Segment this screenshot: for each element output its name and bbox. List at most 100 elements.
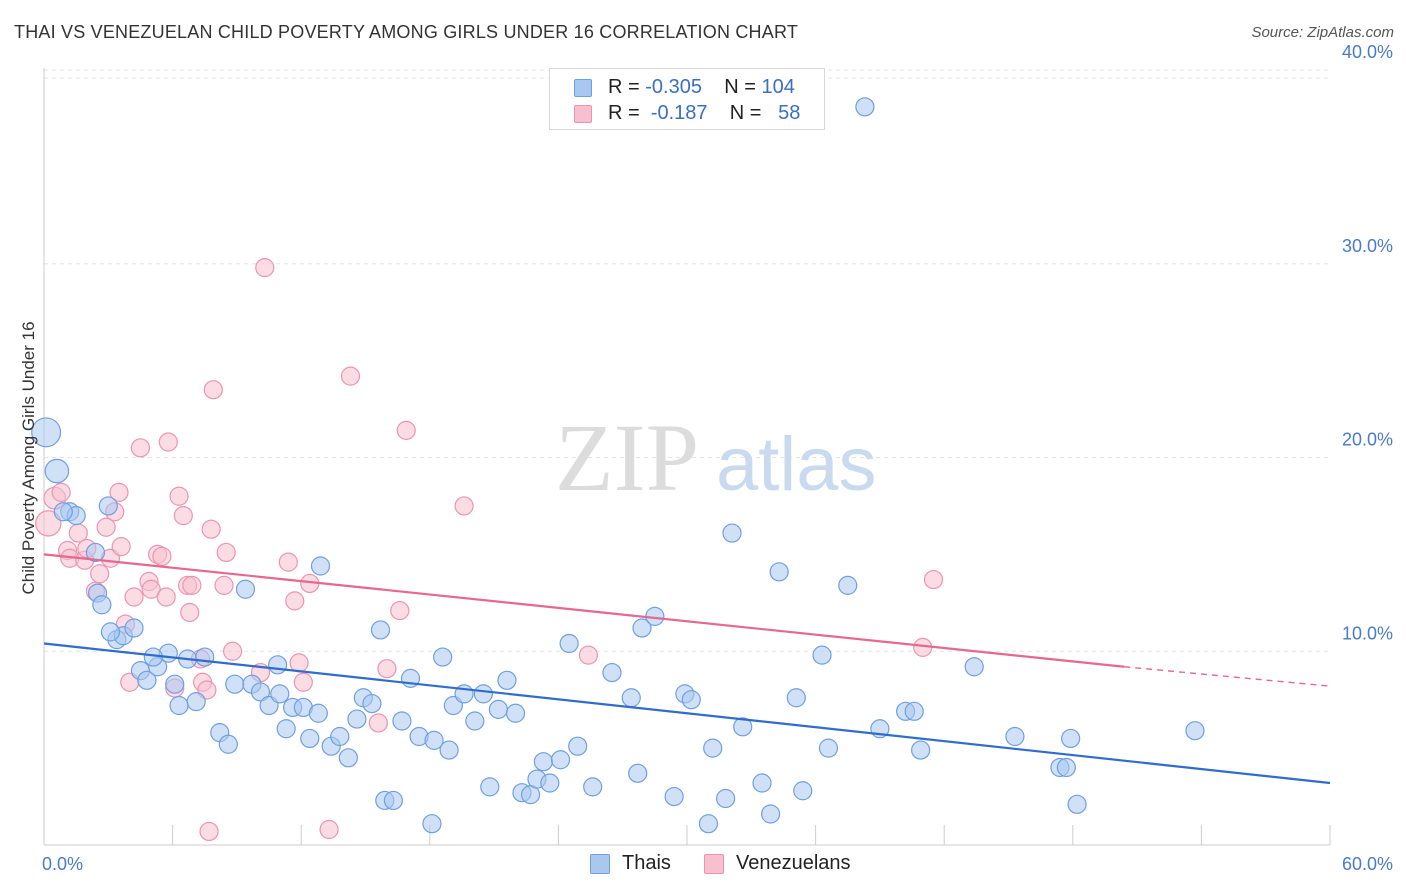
venezuelans-point	[216, 542, 236, 563]
thais-point	[268, 655, 288, 675]
venezuelans-trend-line	[43, 553, 1125, 668]
series-swatch-thais	[590, 854, 610, 874]
axes-layer	[43, 68, 1331, 846]
thais-point	[392, 711, 412, 731]
venezuelans-point	[377, 659, 397, 679]
thais-point	[812, 645, 832, 665]
thais-point	[250, 682, 271, 702]
thais-point	[422, 814, 442, 834]
thais-point	[698, 814, 719, 834]
thais-point	[473, 684, 493, 704]
venezuelans-point	[289, 653, 309, 673]
correlation-legend: R = -0.305 N = 104 R = -0.187 N = 58	[549, 68, 825, 130]
thais-point	[621, 688, 641, 708]
venezuelans-point	[203, 380, 223, 400]
venezuelans-point	[96, 517, 116, 537]
axis-labels: Child Poverty Among Girls Under 16 10.0%…	[19, 42, 1393, 874]
chart-source: Source: ZipAtlas.com	[1251, 24, 1394, 41]
x-tick-label-max: 60.0%	[1342, 854, 1393, 874]
thais-point	[760, 804, 781, 824]
thais-point	[559, 633, 579, 654]
thais-point	[505, 703, 526, 723]
thais-point	[838, 575, 858, 595]
thais-points	[31, 97, 1205, 834]
legend-n-value: 58	[778, 102, 801, 124]
thais-point	[568, 736, 588, 756]
thais-point	[733, 717, 753, 737]
legend-r-value: -0.305	[645, 76, 702, 98]
legend-n-label: N =	[724, 76, 756, 98]
thais-point	[300, 728, 320, 749]
venezuelans-point	[152, 546, 172, 566]
thais-point	[964, 657, 984, 677]
thais-point	[137, 670, 157, 690]
thais-point	[276, 719, 296, 739]
thais-point	[433, 647, 453, 667]
thais-point	[488, 699, 508, 719]
thais-point	[583, 777, 603, 797]
venezuelans-point	[124, 587, 144, 607]
y-tick-label: 10.0%	[1342, 623, 1393, 643]
y-axis-label: Child Poverty Among Girls Under 16	[19, 321, 38, 594]
series-label-thais: Thais	[622, 852, 671, 874]
venezuelans-point	[340, 366, 361, 386]
thais-point	[722, 523, 742, 543]
venezuelans-point	[199, 821, 219, 842]
thais-point	[681, 690, 701, 710]
venezuelans-point	[223, 641, 243, 661]
thais-point	[235, 579, 256, 599]
thais-point	[53, 502, 73, 522]
thais-point	[186, 692, 206, 712]
venezuelans-point	[173, 506, 193, 526]
venezuelans-point	[368, 713, 388, 733]
venezuelans-point	[578, 645, 599, 665]
thais-point	[370, 620, 391, 640]
venezuelans-points	[35, 258, 944, 842]
venezuelans-point	[182, 575, 202, 595]
series-swatch-venezuelans	[704, 854, 724, 874]
venezuelans-point	[51, 482, 71, 502]
thais-point	[98, 496, 118, 516]
thais-point	[818, 738, 839, 758]
thais-point	[1061, 728, 1081, 749]
thais-point	[602, 662, 622, 683]
y-tick-label: 20.0%	[1342, 430, 1393, 450]
thais-point	[1185, 721, 1205, 741]
series-label-venezuelans: Venezuelans	[736, 852, 851, 874]
thais-point	[218, 734, 238, 754]
series-legend: Thais Venezuelans	[0, 852, 1406, 878]
thais-point	[1056, 757, 1076, 778]
thais-point	[383, 790, 403, 811]
thais-point	[85, 542, 106, 563]
legend-stats-thais: R = -0.305 N = 104	[608, 76, 795, 99]
legend-n-value: 104	[761, 76, 795, 98]
thais-point	[330, 726, 350, 747]
y-tick-label: 30.0%	[1342, 236, 1393, 256]
venezuelans-point	[180, 602, 200, 623]
thais-point	[550, 750, 571, 770]
venezuelans-point	[390, 600, 410, 621]
thais-point	[165, 674, 185, 694]
venezuelans-point	[141, 579, 161, 599]
legend-swatch-thais	[574, 79, 592, 97]
venezuelans-point	[158, 432, 178, 452]
legend-r-label: R =	[608, 102, 640, 124]
thais-point	[911, 740, 931, 760]
venezuelans-point	[255, 258, 275, 278]
venezuelans-point	[109, 482, 129, 502]
thais-point	[855, 97, 875, 117]
thais-point	[424, 730, 444, 750]
legend-stats-venezuelans: R = -0.187 N = 58	[608, 102, 800, 125]
thais-point	[270, 684, 290, 704]
thais-point	[769, 562, 789, 582]
thais-point	[347, 709, 367, 729]
x-tick-label-min: 0.0%	[42, 854, 83, 874]
thais-point	[786, 688, 806, 708]
venezuelans-point	[278, 552, 298, 572]
thais-point	[439, 740, 459, 760]
thais-point	[225, 674, 245, 694]
venezuelans-point	[169, 486, 189, 506]
thais-point	[100, 622, 121, 642]
venezuelans-point	[130, 438, 151, 458]
